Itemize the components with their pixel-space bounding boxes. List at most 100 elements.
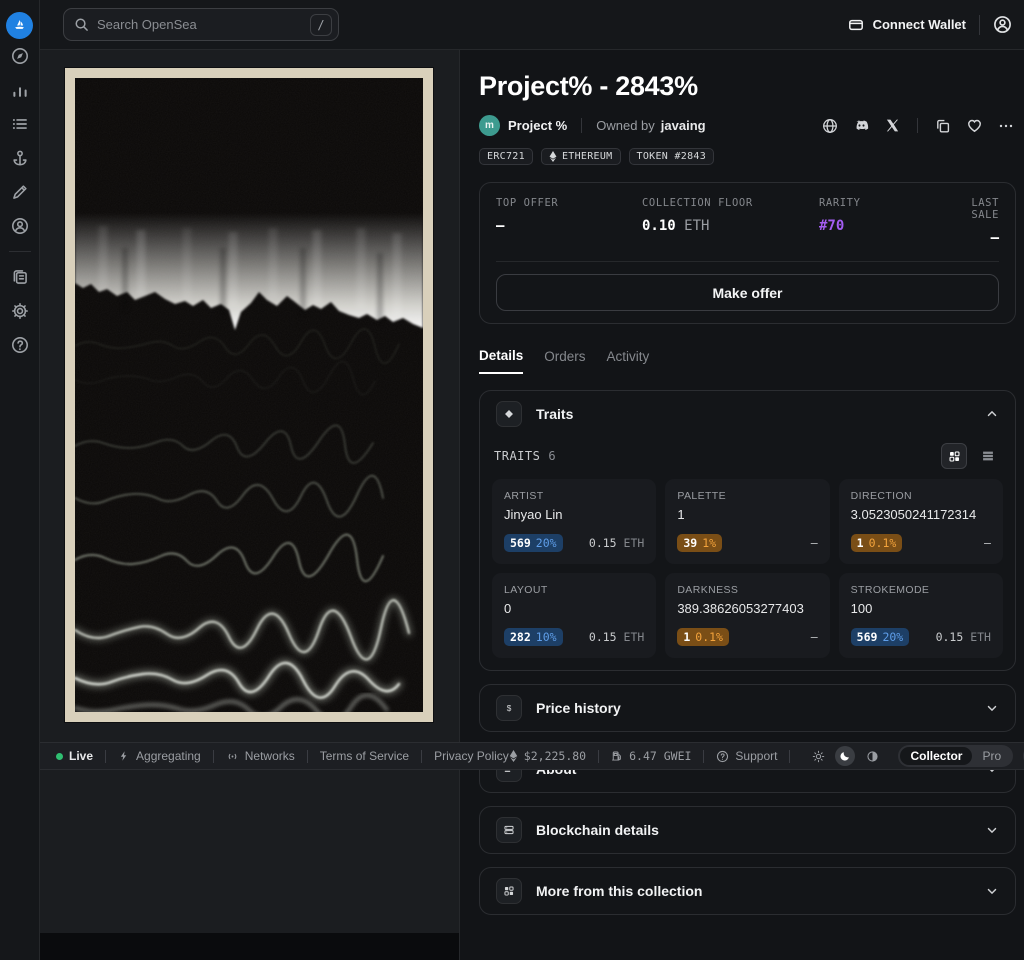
favorite-button[interactable] (966, 117, 983, 134)
support-button[interactable]: Support (716, 749, 777, 763)
wallet-icon (848, 17, 864, 33)
list-view-icon (981, 449, 995, 463)
sidebar-item-deals[interactable] (0, 141, 40, 175)
theme-switcher (808, 746, 882, 766)
trait-rarity-badge: 56920% (504, 534, 563, 552)
dark-theme-button[interactable] (835, 746, 855, 766)
search-input[interactable] (97, 17, 302, 32)
trait-floor-price: – (984, 536, 991, 550)
opensea-item-page: / Connect Wallet (0, 0, 1024, 960)
sidebar-item-profile[interactable] (0, 209, 40, 243)
sidebar-divider (9, 251, 31, 252)
more-from-collection-header[interactable]: More from this collection (480, 868, 1015, 914)
token-standard-badge: ERC721 (479, 148, 533, 165)
chevron-down-icon[interactable] (985, 701, 999, 715)
lightning-icon (118, 750, 130, 762)
search-bar[interactable]: / (63, 8, 339, 41)
sidebar-item-collections[interactable] (0, 107, 40, 141)
sidebar-item-studio[interactable] (0, 175, 40, 209)
dollar-icon: $ (496, 695, 522, 721)
trait-card-artist[interactable]: ARTIST Jinyao Lin 56920% 0.15 ETH (492, 479, 656, 564)
rarity-rank: #70 (819, 218, 954, 234)
account-icon (993, 15, 1012, 34)
grid-view-button[interactable] (941, 443, 967, 469)
aggregating-status: Aggregating (118, 749, 201, 763)
make-offer-button[interactable]: Make offer (496, 274, 999, 311)
networks-button[interactable]: Networks (226, 749, 295, 763)
trait-card-darkness[interactable]: DARKNESS 389.38626053277403 10.1% – (665, 573, 829, 658)
sidebar-item-explore[interactable] (0, 39, 40, 73)
blockchain-details-header[interactable]: Blockchain details (480, 807, 1015, 853)
copy-link-button[interactable] (935, 118, 951, 134)
sidebar-item-docs[interactable] (0, 260, 40, 294)
help-icon (11, 336, 29, 354)
page-title: Project% - 2843% (479, 71, 1014, 102)
traits-header[interactable]: Traits (480, 391, 1015, 437)
chevron-down-icon[interactable] (985, 884, 999, 898)
globe-icon (822, 118, 838, 134)
ethereum-icon (549, 151, 557, 162)
list-icon (11, 115, 29, 133)
privacy-link[interactable]: Privacy Policy (434, 749, 509, 763)
system-theme-button[interactable] (862, 746, 882, 766)
chevron-down-icon[interactable] (985, 823, 999, 837)
stat-collection-floor: COLLECTION FLOOR 0.10 ETH (642, 197, 819, 246)
account-button[interactable] (993, 15, 1012, 34)
tab-details[interactable]: Details (479, 348, 523, 374)
website-button[interactable] (822, 118, 838, 134)
list-view-button[interactable] (975, 443, 1001, 469)
sidebar-item-stats[interactable] (0, 73, 40, 107)
price-history-header[interactable]: $ Price history (480, 685, 1015, 731)
light-theme-button[interactable] (808, 746, 828, 766)
trait-rarity-badge: 10.1% (851, 534, 903, 552)
sidebar-item-help[interactable] (0, 328, 40, 362)
opensea-logo[interactable] (6, 12, 33, 39)
topbar-divider (979, 15, 980, 35)
opensea-boat-icon (11, 17, 28, 34)
sidebar-item-settings[interactable] (0, 294, 40, 328)
trait-card-strokemode[interactable]: STROKEMODE 100 56920% 0.15 ETH (839, 573, 1003, 658)
tab-orders[interactable]: Orders (544, 348, 585, 374)
eth-price: $2,225.80 (509, 749, 586, 763)
trait-rarity-badge: 10.1% (677, 628, 729, 646)
moon-icon (839, 750, 851, 762)
more-from-collection-section: More from this collection (479, 867, 1016, 915)
collector-mode-button[interactable]: Collector (900, 747, 972, 765)
server-icon (496, 817, 522, 843)
trait-card-layout[interactable]: LAYOUT 0 28210% 0.15 ETH (492, 573, 656, 658)
trait-rarity-badge: 28210% (504, 628, 563, 646)
trait-floor-price: – (811, 536, 818, 550)
svg-text:$: $ (507, 704, 512, 713)
live-dot-icon (56, 753, 63, 760)
topbar: / Connect Wallet (40, 0, 1024, 50)
pro-mode-button[interactable]: Pro (972, 747, 1011, 765)
meta-icons-divider (917, 118, 918, 133)
trait-floor-price: 0.15 ETH (589, 630, 644, 644)
gear-icon (11, 302, 29, 320)
live-status: Live (56, 749, 93, 763)
connect-wallet-button[interactable]: Connect Wallet (848, 17, 966, 33)
terms-link[interactable]: Terms of Service (320, 749, 409, 763)
blockchain-details-section: Blockchain details (479, 806, 1016, 854)
detail-tabs: Details Orders Activity (479, 348, 1014, 374)
owner-link[interactable]: javaing (661, 118, 706, 133)
more-options-button[interactable] (998, 118, 1014, 134)
gas-price: 6.47 GWEI (611, 749, 691, 763)
trait-floor-price: 0.15 ETH (936, 630, 991, 644)
discord-button[interactable] (853, 117, 870, 134)
collection-avatar[interactable]: m (479, 115, 500, 136)
user-circle-icon (11, 217, 29, 235)
generative-artwork (75, 78, 423, 712)
chevron-up-icon[interactable] (985, 407, 999, 421)
x-twitter-button[interactable] (885, 118, 900, 133)
trait-card-palette[interactable]: PALETTE 1 391% – (665, 479, 829, 564)
detail-panel: Project% - 2843% m Project % Owned by ja… (459, 50, 1024, 960)
connect-wallet-label: Connect Wallet (873, 17, 966, 32)
owned-by-label: Owned by (596, 118, 655, 133)
collection-name-link[interactable]: Project % (508, 118, 567, 133)
trait-card-direction[interactable]: DIRECTION 3.0523050241172314 10.1% – (839, 479, 1003, 564)
grid-icon (496, 878, 522, 904)
artwork-image[interactable] (65, 68, 433, 722)
tab-activity[interactable]: Activity (607, 348, 650, 374)
documents-icon (11, 268, 29, 286)
